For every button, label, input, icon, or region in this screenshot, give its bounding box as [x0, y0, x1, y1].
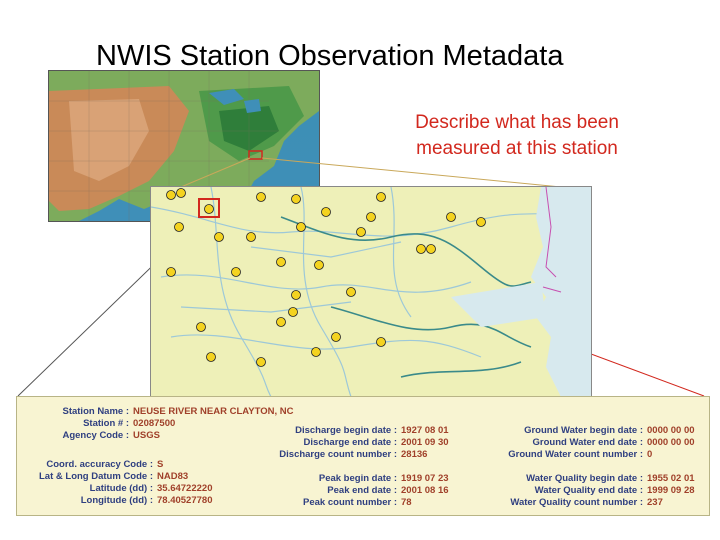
station-number-row: Station # : 02087500 — [21, 418, 175, 430]
longitude-row: Longitude (dd) : 78.40527780 — [21, 495, 213, 507]
slide-title: NWIS Station Observation Metadata — [96, 40, 564, 72]
wq-begin-row: Water Quality begin date : 1955 02 01 — [487, 473, 695, 485]
station-number-label: Station # : — [83, 418, 129, 429]
callout-text: Describe what has been measured at this … — [372, 110, 662, 162]
wq-end-row: Water Quality end date : 1999 09 28 — [487, 485, 695, 497]
longitude-label: Longitude (dd) : — [80, 495, 153, 506]
station-name-value: NEUSE RIVER NEAR CLAYTON, NC — [133, 406, 294, 417]
station-name-row: Station Name : NEUSE RIVER NEAR CLAYTON, … — [21, 406, 293, 418]
discharge-end-value: 2001 09 30 — [401, 437, 449, 448]
gw-begin-row: Ground Water begin date : 0000 00 00 — [487, 425, 695, 437]
discharge-count-row: Discharge count number : 28136 — [253, 449, 427, 461]
station-detail-map[interactable] — [150, 186, 592, 398]
agency-code-label: Agency Code : — [62, 430, 129, 441]
wq-count-value: 237 — [647, 497, 663, 508]
peak-begin-row: Peak begin date : 1919 07 23 — [253, 473, 449, 485]
discharge-count-label: Discharge count number : — [279, 449, 397, 460]
callout-line-2: measured at this station — [416, 138, 618, 159]
wq-begin-label: Water Quality begin date : — [526, 473, 643, 484]
peak-end-label: Peak end date : — [327, 485, 397, 496]
wq-count-row: Water Quality count number : 237 — [487, 497, 663, 509]
longitude-value: 78.40527780 — [157, 495, 213, 506]
discharge-count-value: 28136 — [401, 449, 428, 460]
datum-code-label: Lat & Long Datum Code : — [39, 471, 153, 482]
station-metadata-panel: Station Name : NEUSE RIVER NEAR CLAYTON, … — [16, 396, 710, 516]
wq-end-value: 1999 09 28 — [647, 485, 695, 496]
gw-begin-value: 0000 00 00 — [647, 425, 695, 436]
peak-begin-value: 1919 07 23 — [401, 473, 449, 484]
gw-count-label: Ground Water count number : — [508, 449, 643, 460]
gw-count-value: 0 — [647, 449, 653, 460]
coord-accuracy-row: Coord. accuracy Code : S — [21, 459, 163, 471]
gw-end-value: 0000 00 00 — [647, 437, 695, 448]
peak-count-value: 78 — [401, 497, 412, 508]
discharge-begin-value: 1927 08 01 — [401, 425, 449, 436]
station-number-value: 02087500 — [133, 418, 176, 429]
agency-code-value: USGS — [133, 430, 160, 441]
peak-end-value: 2001 08 16 — [401, 485, 449, 496]
peak-count-row: Peak count number : 78 — [253, 497, 412, 509]
gw-begin-label: Ground Water begin date : — [524, 425, 643, 436]
latitude-label: Latitude (dd) : — [89, 483, 153, 494]
coord-accuracy-value: S — [157, 459, 164, 470]
gw-end-row: Ground Water end date : 0000 00 00 — [487, 437, 695, 449]
coord-accuracy-label: Coord. accuracy Code : — [46, 459, 153, 470]
station-name-label: Station Name : — [62, 406, 129, 417]
agency-code-row: Agency Code : USGS — [21, 430, 160, 442]
discharge-begin-label: Discharge begin date : — [295, 425, 397, 436]
gw-end-label: Ground Water end date : — [532, 437, 643, 448]
peak-count-label: Peak count number : — [303, 497, 397, 508]
datum-code-row: Lat & Long Datum Code : NAD83 — [21, 471, 188, 483]
station-markers — [166, 188, 486, 367]
peak-end-row: Peak end date : 2001 08 16 — [253, 485, 449, 497]
gw-count-row: Ground Water count number : 0 — [487, 449, 652, 461]
wq-end-label: Water Quality end date : — [534, 485, 643, 496]
discharge-begin-row: Discharge begin date : 1927 08 01 — [253, 425, 449, 437]
peak-begin-label: Peak begin date : — [318, 473, 397, 484]
callout-line-1: Describe what has been — [415, 112, 619, 133]
datum-code-value: NAD83 — [157, 471, 189, 482]
us-overview-map[interactable] — [48, 70, 320, 222]
wq-count-label: Water Quality count number : — [510, 497, 643, 508]
latitude-value: 35.64722220 — [157, 483, 213, 494]
discharge-end-row: Discharge end date : 2001 09 30 — [253, 437, 449, 449]
latitude-row: Latitude (dd) : 35.64722220 — [21, 483, 213, 495]
wq-begin-value: 1955 02 01 — [647, 473, 695, 484]
discharge-end-label: Discharge end date : — [303, 437, 397, 448]
